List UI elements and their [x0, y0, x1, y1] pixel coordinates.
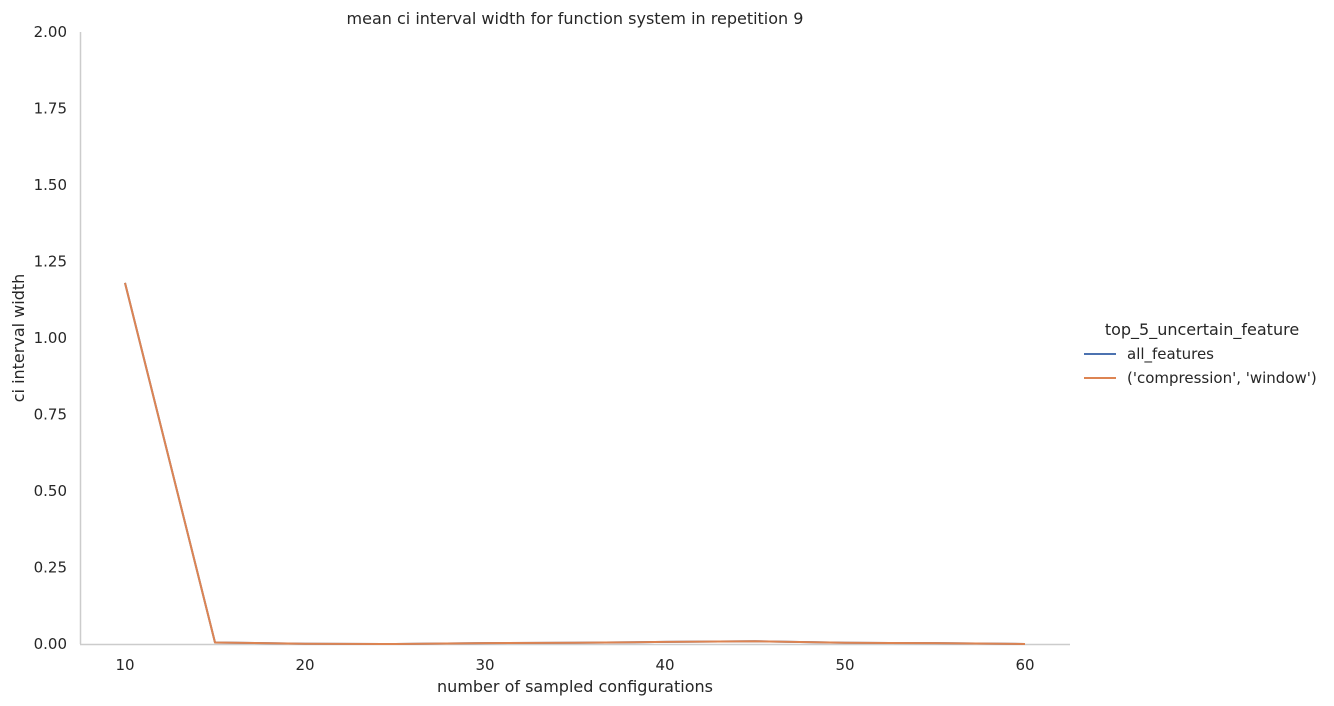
series-line-0	[124, 282, 1026, 645]
x-tick-label: 40	[655, 656, 674, 674]
legend-title: top_5_uncertain_feature	[1105, 320, 1299, 340]
legend-items: all_features ('compression', 'window')	[1084, 345, 1317, 387]
legend: top_5_uncertain_feature all_features ('co…	[1084, 320, 1317, 387]
y-tick-labels: 0.00 0.25 0.50 0.75 1.00 1.25 1.50 1.75 2.00	[34, 23, 67, 653]
y-axis-title: ci interval width	[9, 274, 28, 403]
chart-title: mean ci interval width for function syst…	[347, 9, 804, 28]
x-tick-label: 60	[1015, 656, 1034, 674]
y-tick-label: 0.25	[34, 559, 67, 577]
y-tick-label: 0.75	[34, 406, 67, 424]
y-tick-label: 1.75	[34, 100, 67, 118]
plot-area: 0.00 0.25 0.50 0.75 1.00 1.25 1.50 1.75 2.00 10 2…	[34, 23, 1070, 674]
x-tick-label: 20	[295, 656, 314, 674]
y-tick-label: 2.00	[34, 23, 67, 41]
y-tick-label: 1.50	[34, 176, 67, 194]
x-tick-label: 30	[475, 656, 494, 674]
legend-label-0: all_features	[1127, 345, 1214, 364]
x-axis-title: number of sampled configurations	[437, 677, 713, 696]
series-lines	[124, 282, 1026, 645]
legend-label-1: ('compression', 'window')	[1127, 369, 1317, 387]
y-tick-label: 1.25	[34, 253, 67, 271]
y-tick-label: 0.00	[34, 635, 67, 653]
y-tick-label: 1.00	[34, 329, 67, 347]
x-tick-labels: 10 20 30 40 50 60	[115, 656, 1034, 674]
series-line-1	[124, 282, 1026, 645]
x-tick-label: 10	[115, 656, 134, 674]
x-tick-label: 50	[835, 656, 854, 674]
y-tick-label: 0.50	[34, 482, 67, 500]
